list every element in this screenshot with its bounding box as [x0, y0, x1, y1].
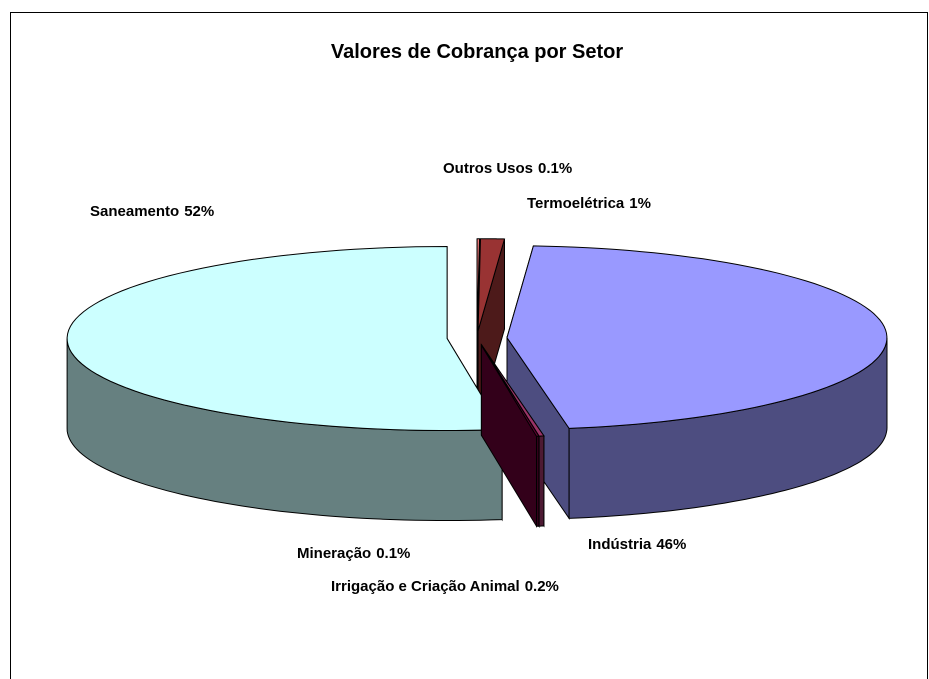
pie-slice [480, 343, 540, 528]
label-value: 1% [629, 195, 651, 212]
label-category: Termoelétrica [527, 195, 625, 212]
slice-side [536, 435, 540, 527]
label-category: Indústria [588, 536, 652, 553]
slice-top [66, 245, 503, 431]
label-category: Irrigação e Criação Animal [331, 578, 520, 595]
slice-top [481, 344, 545, 437]
chart-title: Valores de Cobrança por Setor [331, 41, 624, 63]
data-label: Saneamento 52% [90, 203, 214, 220]
label-value: 0.1% [538, 160, 572, 177]
slice-top [506, 245, 888, 429]
pie-slice [66, 245, 503, 522]
data-label: Termoelétrica 1% [527, 195, 651, 212]
slice-top [480, 344, 540, 437]
data-label: Indústria 46% [588, 536, 686, 553]
label-category: Saneamento [90, 203, 179, 220]
label-value: 0.2% [525, 578, 559, 595]
data-label: Mineração 0.1% [297, 545, 410, 562]
data-label: Outros Usos 0.1% [443, 160, 572, 177]
slice-top [476, 238, 481, 331]
label-value: 52% [184, 203, 214, 220]
label-category: Mineração [297, 545, 371, 562]
slice-side [538, 435, 545, 527]
label-value: 46% [656, 536, 686, 553]
label-value: 0.1% [376, 545, 410, 562]
slice-top [477, 238, 506, 331]
label-category: Outros Usos [443, 160, 533, 177]
data-label: Irrigação e Criação Animal 0.2% [331, 578, 559, 595]
